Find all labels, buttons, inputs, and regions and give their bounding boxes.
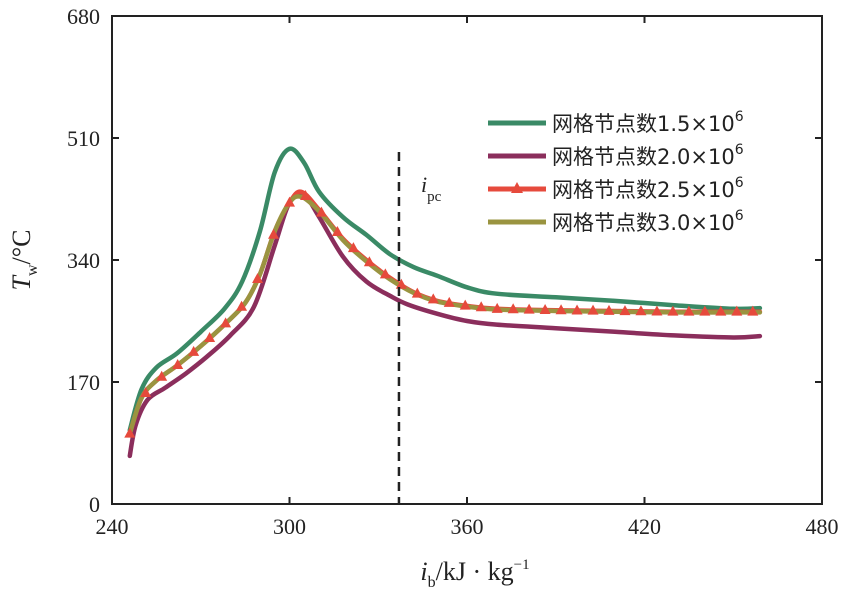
series-marker-3 bbox=[299, 190, 311, 201]
legend: 网格节点数1.5×106网格节点数2.0×106网格节点数2.5×106网格节点… bbox=[488, 109, 744, 235]
series-marker-3 bbox=[379, 268, 391, 279]
legend-label-sup: 6 bbox=[735, 208, 744, 224]
pc-label: ipc bbox=[421, 172, 442, 205]
x-axis-label-var: i bbox=[420, 557, 427, 586]
series-marker-3 bbox=[507, 303, 519, 314]
legend-label-text: 网格节点数2.5×10 bbox=[552, 178, 735, 202]
pc-label-sub: pc bbox=[427, 189, 442, 205]
legend-marker bbox=[511, 182, 523, 193]
legend-label-4: 网格节点数3.0×106 bbox=[552, 208, 744, 235]
x-tick-label: 360 bbox=[451, 514, 484, 539]
series-marker-3 bbox=[715, 305, 727, 316]
series-marker-3 bbox=[539, 303, 551, 314]
series-marker-3 bbox=[475, 301, 487, 312]
legend-label-1: 网格节点数1.5×106 bbox=[552, 109, 744, 136]
y-axis-label-unit: /°C bbox=[7, 230, 36, 265]
x-tick-label: 420 bbox=[628, 514, 661, 539]
legend-label-sup: 6 bbox=[735, 142, 744, 158]
series-marker-3 bbox=[427, 293, 439, 304]
y-tick-label: 0 bbox=[89, 492, 100, 517]
series-marker-3 bbox=[683, 305, 695, 316]
legend-label-3: 网格节点数2.5×106 bbox=[552, 175, 744, 202]
legend-label-sup: 6 bbox=[735, 109, 744, 125]
series-marker-3 bbox=[331, 226, 343, 237]
series-marker-3 bbox=[188, 345, 200, 356]
series-marker-3 bbox=[124, 427, 136, 438]
axis-ticks: 240 300 360 420 480 0 170 340 510 680 bbox=[67, 4, 839, 539]
x-tick-label: 300 bbox=[273, 514, 306, 539]
series-marker-3 bbox=[635, 305, 647, 316]
markers bbox=[124, 190, 759, 438]
series-line-2 bbox=[127, 192, 763, 459]
series-line-1 bbox=[127, 146, 763, 433]
series-marker-3 bbox=[156, 370, 168, 381]
legend-label-2: 网格节点数2.0×106 bbox=[552, 142, 744, 169]
series-marker-3 bbox=[347, 242, 359, 253]
series-marker-3 bbox=[315, 206, 327, 217]
y-tick-label: 340 bbox=[67, 248, 100, 273]
series-marker-3 bbox=[204, 332, 216, 343]
x-axis-label-sub: b bbox=[428, 574, 436, 591]
y-axis-label: Tw/°C bbox=[7, 230, 41, 291]
pc-label-var: i bbox=[421, 172, 427, 197]
y-axis-label-var: T bbox=[7, 275, 36, 291]
axis-labels: ib/kJ · kg−1 Tw/°C bbox=[7, 230, 530, 592]
series-marker-3 bbox=[395, 278, 407, 289]
series-marker-3 bbox=[236, 300, 248, 311]
series-marker-3 bbox=[268, 228, 280, 239]
plot-frame bbox=[111, 15, 823, 505]
x-axis-label-unit: /kJ · kg bbox=[436, 557, 514, 586]
series-marker-3 bbox=[411, 287, 423, 298]
y-tick-label: 170 bbox=[67, 370, 100, 395]
series-marker-3 bbox=[603, 304, 615, 315]
x-axis-label: ib/kJ · kg−1 bbox=[420, 557, 529, 591]
series-marker-3 bbox=[459, 299, 471, 310]
pc-annotation: ipc bbox=[397, 152, 442, 504]
series-marker-3 bbox=[731, 305, 743, 316]
series-marker-3 bbox=[523, 303, 535, 314]
legend-label-text: 网格节点数3.0×10 bbox=[552, 211, 735, 235]
series-marker-3 bbox=[699, 305, 711, 316]
y-axis-label-sub: w bbox=[24, 264, 41, 276]
y-tick-label: 680 bbox=[67, 4, 100, 29]
series-marker-3 bbox=[571, 304, 583, 315]
series-marker-3 bbox=[284, 196, 295, 207]
legend-label-sup: 6 bbox=[735, 175, 744, 191]
series-marker-3 bbox=[555, 304, 567, 315]
legend-label-text: 网格节点数2.0×10 bbox=[552, 145, 735, 169]
series-marker-3 bbox=[220, 317, 232, 328]
series-marker-3 bbox=[140, 386, 152, 397]
series-marker-3 bbox=[172, 359, 184, 370]
x-tick-label: 480 bbox=[806, 514, 839, 539]
x-axis-label-sup: −1 bbox=[514, 557, 530, 573]
series-marker-3 bbox=[491, 302, 503, 313]
series-marker-3 bbox=[587, 304, 599, 315]
series-marker-3 bbox=[443, 296, 455, 307]
series-marker-3 bbox=[667, 305, 679, 316]
series-marker-3 bbox=[363, 256, 375, 267]
series-marker-3 bbox=[747, 305, 759, 316]
series-marker-3 bbox=[252, 272, 264, 283]
legend-label-text: 网格节点数1.5×10 bbox=[552, 112, 735, 136]
y-tick-label: 510 bbox=[67, 126, 100, 151]
x-tick-label: 240 bbox=[96, 514, 129, 539]
series-marker-3 bbox=[619, 305, 631, 316]
series-marker-3 bbox=[651, 305, 663, 316]
